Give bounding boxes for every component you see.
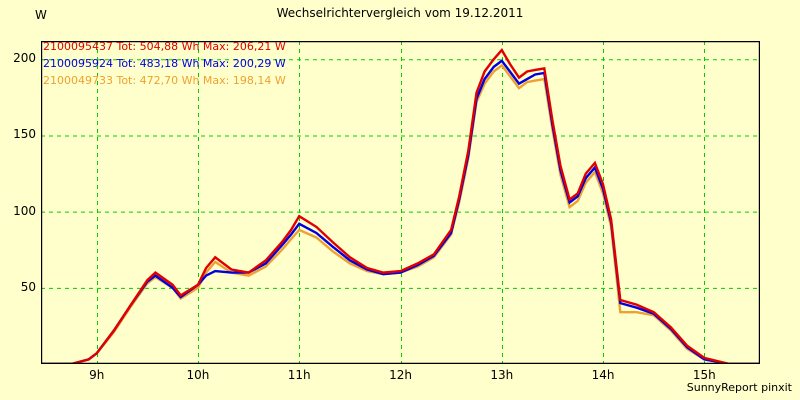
y-tick-label: 200 xyxy=(13,51,36,66)
x-tick-label: 15h xyxy=(692,368,716,382)
legend-item-1: 2100095924 Tot: 483,18 Wh Max: 200,29 W xyxy=(43,57,286,70)
x-tick-label: 10h xyxy=(186,368,210,382)
x-tick-label: 11h xyxy=(287,368,311,382)
y-axis-unit-label: W xyxy=(35,8,47,22)
y-tick-label: 100 xyxy=(13,203,36,218)
legend-item-0: 2100095437 Tot: 504,88 Wh Max: 206,21 W xyxy=(43,40,286,53)
series-line-2100095437 xyxy=(41,48,760,364)
page-title: Wechselrichtervergleich vom 19.12.2011 xyxy=(276,6,524,20)
legend-item-2: 2100049733 Tot: 472,70 Wh Max: 198,14 W xyxy=(43,74,286,87)
footer-credit: SunnyReport pinxit xyxy=(686,381,792,394)
chart-svg xyxy=(41,41,760,364)
x-tick-label: 14h xyxy=(591,368,615,382)
y-tick-label: 50 xyxy=(20,279,36,294)
x-tick-label: 12h xyxy=(389,368,412,382)
x-tick-label: 9h xyxy=(89,368,105,382)
y-tick-label: 150 xyxy=(13,127,36,142)
plot-area xyxy=(41,41,760,364)
x-tick-label: 13h xyxy=(490,368,514,382)
